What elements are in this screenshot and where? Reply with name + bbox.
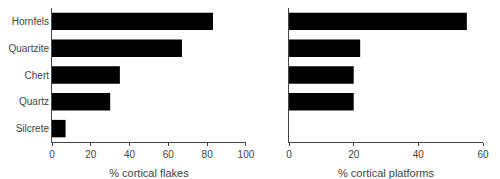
- svg-text:Hornfels: Hornfels: [12, 16, 49, 27]
- svg-text:20: 20: [348, 149, 360, 160]
- svg-text:60: 60: [477, 149, 489, 160]
- svg-text:0: 0: [49, 149, 55, 160]
- svg-text:Quartz: Quartz: [19, 96, 49, 107]
- svg-text:40: 40: [413, 149, 425, 160]
- svg-text:Quartzite: Quartzite: [8, 43, 49, 54]
- svg-text:20: 20: [85, 149, 97, 160]
- svg-text:80: 80: [202, 149, 214, 160]
- svg-text:% cortical flakes: % cortical flakes: [109, 167, 189, 179]
- svg-text:40: 40: [124, 149, 136, 160]
- svg-text:Silcrete: Silcrete: [16, 123, 50, 134]
- svg-text:% cortical platforms: % cortical platforms: [338, 167, 434, 179]
- svg-text:100: 100: [238, 149, 255, 160]
- svg-text:0: 0: [286, 149, 292, 160]
- svg-text:60: 60: [163, 149, 175, 160]
- svg-text:Chert: Chert: [25, 70, 50, 81]
